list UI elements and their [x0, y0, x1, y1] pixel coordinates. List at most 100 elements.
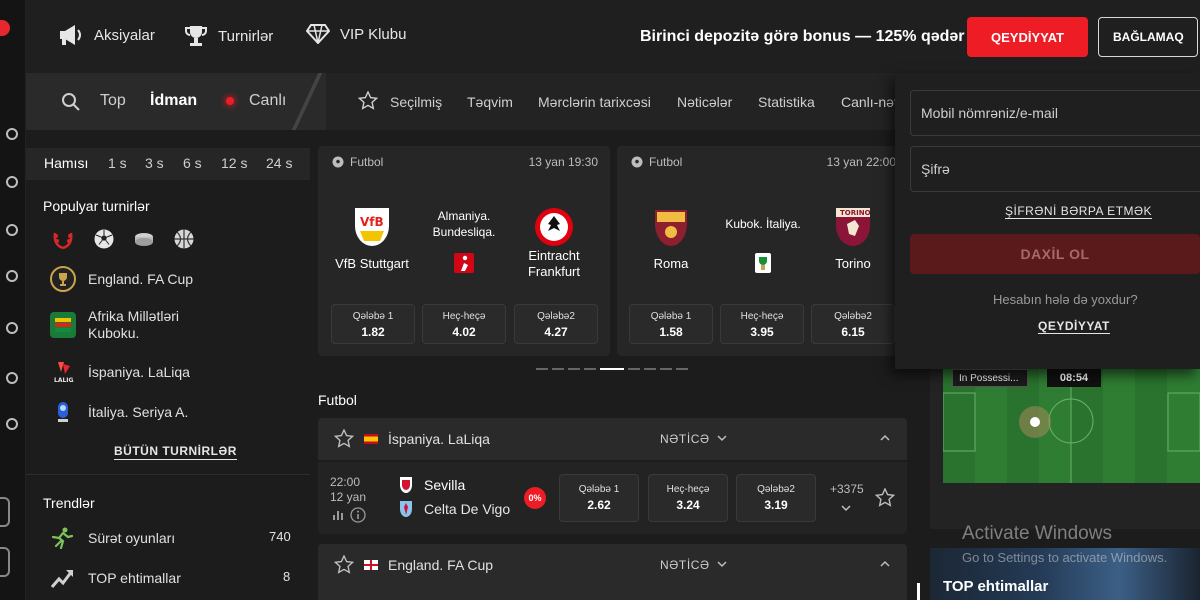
bundesliga-logo-icon [454, 253, 474, 273]
login-button[interactable]: BAĞLAMAQ [1098, 17, 1198, 57]
rail-sport-icon[interactable] [6, 372, 18, 384]
promo-banner-text[interactable]: Birinci depozitə görə bonus — 125% qədər [640, 28, 965, 45]
time-filter-24h[interactable]: 24 s [266, 155, 293, 171]
chevron-down-icon[interactable] [716, 558, 728, 570]
subtab-favorites[interactable]: Seçilmiş [390, 94, 443, 110]
odd-home-win[interactable]: Qələbə 1 1.58 [629, 304, 713, 344]
nav-vip-club[interactable]: VIP Klubu [306, 24, 406, 44]
odd-away-win[interactable]: Qələbə2 3.19 [736, 474, 816, 522]
nav-label: VIP Klubu [340, 25, 407, 43]
chevron-up-icon[interactable] [879, 432, 891, 444]
trend-item-fast-games[interactable]: Sürət oyunları [50, 527, 175, 549]
carousel-dot[interactable] [676, 368, 688, 370]
featured-match-card[interactable]: Futbol 13 yan 22:00 Roma Kubok. İtaliya.… [617, 146, 896, 356]
star-icon[interactable] [334, 429, 354, 449]
chevron-down-icon[interactable] [840, 502, 852, 514]
laurel-icon[interactable] [52, 228, 74, 250]
carousel-dot[interactable] [536, 368, 548, 370]
tournament-item-serie-a[interactable]: İtaliya. Seriya A. [50, 399, 188, 425]
chevron-up-icon[interactable] [879, 558, 891, 570]
chevron-down-icon[interactable] [716, 432, 728, 444]
register-button[interactable]: QEYDİYYAT [967, 17, 1088, 57]
carousel-dot[interactable] [628, 368, 640, 370]
nav-label: Turnirlər [218, 27, 274, 45]
rail-sport-icon[interactable] [6, 176, 18, 188]
odd-draw[interactable]: Heç-heçə 3.95 [720, 304, 804, 344]
results-label[interactable]: NƏTİCƏ [660, 432, 710, 446]
odd-home-win[interactable]: Qələbə 1 1.82 [331, 304, 415, 344]
forgot-password-link[interactable]: ŞİFRƏNİ BƏRPA ETMƏK [1005, 204, 1153, 219]
subtab-calendar[interactable]: Təqvim [467, 94, 513, 110]
subtab-results[interactable]: Nəticələr [677, 94, 733, 110]
tournament-item-afcon[interactable]: Afrika Millətləri Kuboku. [50, 308, 208, 342]
time-filter-3h[interactable]: 3 s [145, 155, 164, 171]
left-sidebar [26, 130, 310, 600]
tournament-item-fa-cup[interactable]: England. FA Cup [50, 266, 193, 292]
basketball-icon[interactable] [173, 228, 195, 250]
more-markets-count[interactable]: +3375 [830, 482, 864, 496]
card-time: 13 yan 22:00 [826, 155, 896, 169]
odd-draw[interactable]: Heç-heçə 3.24 [648, 474, 728, 522]
sports-tab-bar [26, 73, 326, 130]
odd-draw[interactable]: Heç-heçə 4.02 [422, 304, 506, 344]
football-icon[interactable] [93, 228, 115, 250]
nav-promotions[interactable]: Aksiyalar [58, 24, 155, 46]
all-tournaments-link[interactable]: BÜTÜN TURNİRLƏR [114, 444, 237, 460]
odd-home-win[interactable]: Qələbə 1 2.62 [559, 474, 639, 522]
featured-match-card[interactable]: Futbol 13 yan 19:30 VfB VfB Stuttgart Al… [318, 146, 610, 356]
rail-bottom-button[interactable] [0, 497, 10, 527]
star-icon[interactable] [875, 488, 895, 508]
tab-sport[interactable]: İdman [150, 92, 198, 109]
league-header[interactable]: England. FA Cup NƏTİCƏ [318, 544, 907, 600]
results-label[interactable]: NƏTİCƏ [660, 558, 710, 572]
subtab-statistics[interactable]: Statistika [758, 94, 815, 110]
carousel-dot[interactable] [552, 368, 564, 370]
subtab-bet-history[interactable]: Mərclərin tarixcəsi [538, 94, 651, 110]
league-name: Kubok. İtaliya. [725, 217, 801, 231]
register-link[interactable]: QEYDİYYAT [1038, 319, 1110, 334]
carousel-dot[interactable] [644, 368, 656, 370]
tab-top[interactable]: Top [100, 92, 126, 109]
rail-sport-icon[interactable] [6, 128, 18, 140]
trend-item-top-odds[interactable]: TOP ehtimallar [50, 567, 181, 589]
time-filter-6h[interactable]: 6 s [183, 155, 202, 171]
odd-away-win[interactable]: Qələbə2 6.15 [811, 304, 895, 344]
odd-away-win[interactable]: Qələbə2 4.27 [514, 304, 598, 344]
search-icon[interactable] [61, 92, 81, 112]
login-field[interactable] [910, 90, 1200, 136]
password-field[interactable] [910, 146, 1200, 192]
sevilla-crest-icon [400, 477, 412, 493]
rail-sport-icon[interactable] [6, 270, 18, 282]
stats-icon[interactable] [332, 509, 344, 521]
england-flag-icon [364, 560, 378, 570]
time-filter-12h[interactable]: 12 s [221, 155, 248, 171]
top-odds-banner[interactable] [930, 548, 1200, 600]
tab-live[interactable]: Canlı [249, 92, 287, 109]
nav-label: Aksiyalar [94, 26, 155, 44]
star-icon[interactable] [334, 555, 354, 575]
info-icon[interactable] [350, 507, 366, 523]
carousel-dot[interactable] [660, 368, 672, 370]
megaphone-icon [60, 25, 81, 45]
rail-sport-icon[interactable] [6, 322, 18, 334]
login-submit-button[interactable]: DAXİL OL [910, 234, 1200, 274]
league-header[interactable]: İspaniya. LaLiqa NƏTİCƏ [318, 418, 907, 460]
subtab-live-results[interactable]: Canlı-nət [841, 94, 896, 110]
star-icon[interactable] [358, 91, 378, 111]
time-filter-all[interactable]: Hamısı [44, 155, 89, 171]
carousel-dot[interactable] [584, 368, 596, 370]
tournament-label: İspaniya. LaLiqa [88, 364, 190, 380]
rail-sport-icon[interactable] [6, 418, 18, 430]
tournament-item-laliga[interactable]: LALIGA İspaniya. LaLiqa [50, 359, 190, 385]
rail-sport-icon[interactable] [6, 224, 18, 236]
carousel-dot[interactable] [568, 368, 580, 370]
nav-tournaments[interactable]: Turnirlər [184, 24, 273, 48]
ice-hockey-icon[interactable] [133, 228, 155, 250]
time-filter-1h[interactable]: 1 s [108, 155, 127, 171]
carousel-dot-active[interactable] [600, 368, 624, 370]
brand-logo[interactable] [0, 20, 10, 36]
card-sport: Futbol [332, 155, 383, 169]
match-row[interactable]: 22:00 12 yan Sevilla Celta De Vigo 0% Qə… [318, 462, 907, 534]
league-name: England. FA Cup [388, 557, 494, 573]
rail-bottom-button[interactable] [0, 547, 10, 577]
